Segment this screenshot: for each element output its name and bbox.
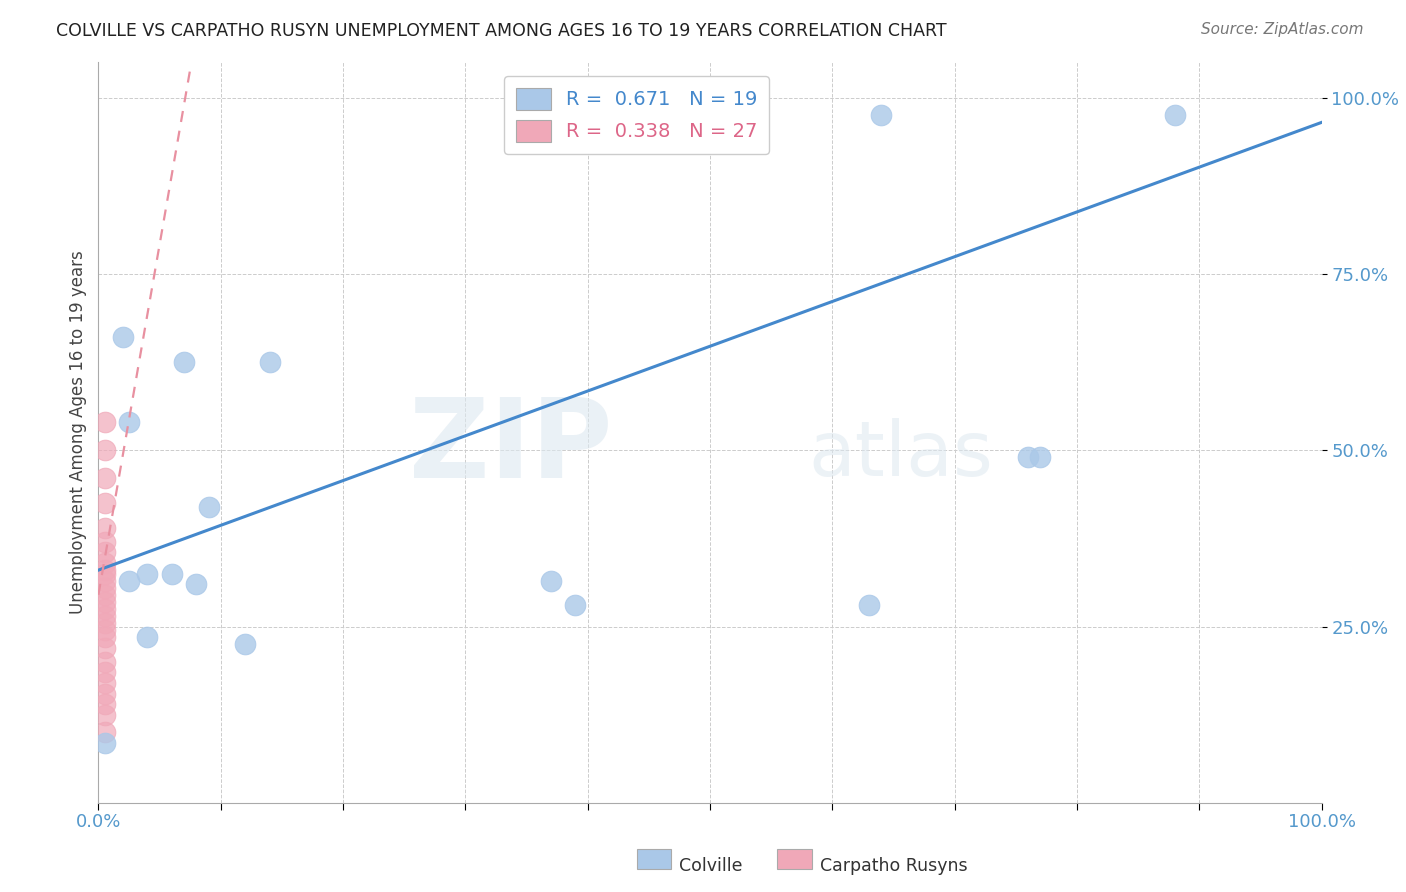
Point bbox=[1029, 450, 1052, 465]
Point bbox=[93, 535, 115, 549]
Point bbox=[93, 574, 115, 588]
Point bbox=[136, 630, 159, 644]
Point bbox=[93, 588, 115, 602]
Text: COLVILLE VS CARPATHO RUSYN UNEMPLOYMENT AMONG AGES 16 TO 19 YEARS CORRELATION CH: COLVILLE VS CARPATHO RUSYN UNEMPLOYMENT … bbox=[56, 22, 946, 40]
Text: ZIP: ZIP bbox=[409, 394, 612, 501]
Point bbox=[93, 521, 115, 535]
Point bbox=[93, 686, 115, 700]
Point bbox=[93, 640, 115, 655]
Point bbox=[93, 615, 115, 630]
Point bbox=[93, 630, 115, 644]
Point bbox=[93, 556, 115, 570]
Point bbox=[540, 574, 562, 588]
Point bbox=[564, 599, 586, 613]
Point bbox=[93, 725, 115, 739]
Legend: R =  0.671   N = 19, R =  0.338   N = 27: R = 0.671 N = 19, R = 0.338 N = 27 bbox=[503, 76, 769, 153]
Point bbox=[93, 415, 115, 429]
Point bbox=[93, 581, 115, 595]
Point bbox=[93, 602, 115, 616]
Text: Source: ZipAtlas.com: Source: ZipAtlas.com bbox=[1201, 22, 1364, 37]
Point bbox=[197, 500, 219, 514]
Point bbox=[93, 697, 115, 711]
Point bbox=[259, 355, 281, 369]
Point bbox=[1164, 108, 1187, 122]
Point bbox=[93, 655, 115, 669]
Point bbox=[118, 415, 141, 429]
FancyBboxPatch shape bbox=[637, 848, 671, 870]
Point bbox=[173, 355, 195, 369]
Point bbox=[93, 545, 115, 559]
Point bbox=[93, 595, 115, 609]
Point bbox=[93, 563, 115, 577]
Point bbox=[93, 665, 115, 680]
Text: Colville: Colville bbox=[679, 856, 742, 875]
Point bbox=[93, 736, 115, 750]
Point bbox=[233, 637, 256, 651]
Point bbox=[93, 496, 115, 510]
Point bbox=[93, 566, 115, 581]
Point bbox=[93, 676, 115, 690]
Point bbox=[1017, 450, 1039, 465]
Point bbox=[93, 707, 115, 722]
Point bbox=[870, 108, 893, 122]
Point bbox=[111, 330, 134, 344]
Point bbox=[93, 609, 115, 624]
Point bbox=[93, 471, 115, 485]
Point bbox=[160, 566, 183, 581]
Text: Carpatho Rusyns: Carpatho Rusyns bbox=[820, 856, 967, 875]
Point bbox=[118, 574, 141, 588]
Y-axis label: Unemployment Among Ages 16 to 19 years: Unemployment Among Ages 16 to 19 years bbox=[69, 251, 87, 615]
Point bbox=[186, 577, 208, 591]
Point bbox=[93, 443, 115, 458]
FancyBboxPatch shape bbox=[778, 848, 811, 870]
Point bbox=[858, 599, 880, 613]
Point bbox=[93, 623, 115, 637]
Text: atlas: atlas bbox=[808, 417, 993, 491]
Point bbox=[136, 566, 159, 581]
